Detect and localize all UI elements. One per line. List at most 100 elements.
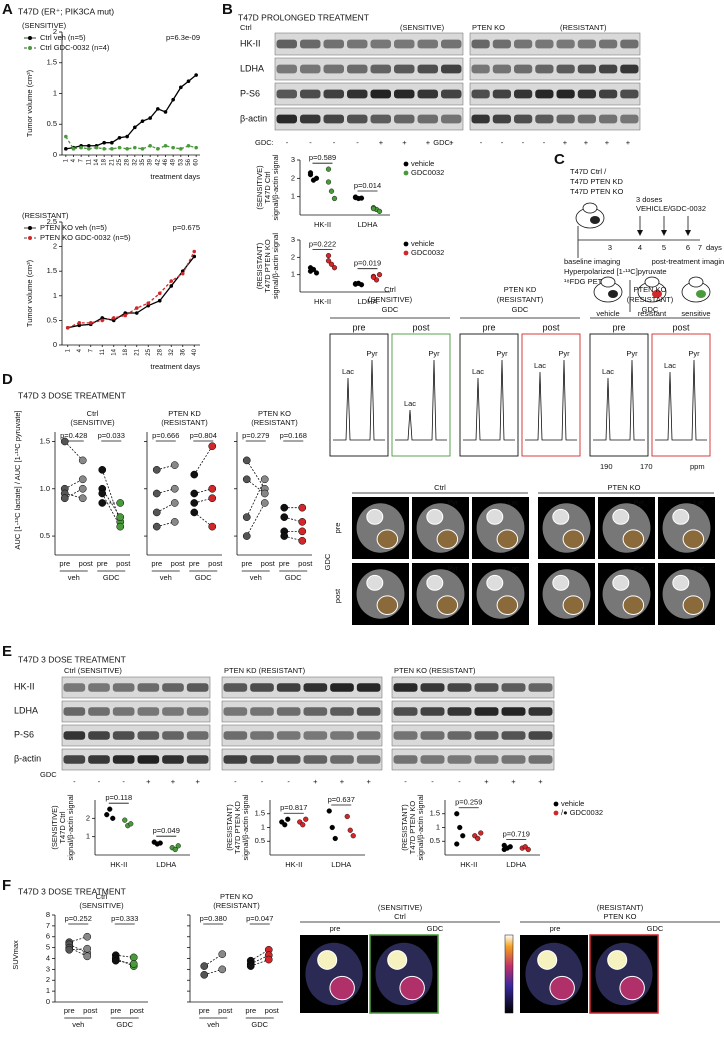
band xyxy=(514,89,533,99)
band xyxy=(447,731,472,740)
scan-tumor xyxy=(376,595,399,615)
spectrum xyxy=(525,359,577,441)
point xyxy=(157,298,162,303)
x-tick-label: LDHA xyxy=(357,297,377,306)
band xyxy=(223,683,248,692)
legend-label: vehicle xyxy=(411,159,434,168)
point xyxy=(163,110,168,114)
band xyxy=(599,89,618,99)
p-value: p=0.033 xyxy=(98,431,125,440)
band xyxy=(162,755,184,764)
spectrum-title: PTEN KD xyxy=(504,285,537,294)
point xyxy=(110,140,114,145)
spectrum-title: Ctrl xyxy=(384,285,396,294)
label: Hyperpolarized [1-¹³C]pyruvate xyxy=(564,267,667,276)
series-line xyxy=(65,74,197,150)
image-header: (SENSITIVE) xyxy=(378,903,423,912)
band xyxy=(276,89,297,99)
point xyxy=(478,830,484,836)
x-tick-label: 11 xyxy=(100,348,106,355)
y-tick-label: 1 xyxy=(261,822,265,831)
band xyxy=(420,707,445,716)
band xyxy=(528,755,553,764)
scan-tumor xyxy=(619,975,645,1001)
band xyxy=(347,89,368,99)
scan-tumor xyxy=(436,595,459,615)
point xyxy=(117,145,122,150)
band xyxy=(330,755,354,764)
point xyxy=(88,321,93,325)
band xyxy=(300,39,321,49)
point xyxy=(65,945,74,954)
legend-dot xyxy=(403,241,409,247)
point xyxy=(328,188,335,194)
plot-title: PTEN KO xyxy=(220,892,253,901)
band xyxy=(112,755,135,764)
band xyxy=(471,89,490,99)
point xyxy=(134,311,139,315)
band xyxy=(577,64,596,74)
point xyxy=(111,318,116,323)
point xyxy=(313,270,320,276)
point xyxy=(200,962,209,970)
peak-label: Lac xyxy=(404,399,416,408)
image-label: GDC xyxy=(427,924,444,933)
sign: - xyxy=(122,777,125,786)
y-label: T47D Ctrl xyxy=(263,171,272,203)
y-label: (SENSITIVE) xyxy=(50,805,59,850)
y-label: Tumor volume (cm³) xyxy=(25,69,34,137)
y-tick-label: 1.0 xyxy=(40,484,50,493)
legend-dot xyxy=(403,170,409,176)
x-tick-label: 18 xyxy=(123,348,129,355)
pair-line xyxy=(101,493,121,527)
sign: - xyxy=(333,138,336,147)
band xyxy=(417,64,438,74)
legend-label: PTEN KO veh (n=5) xyxy=(40,223,107,232)
blot-header: Ctrl xyxy=(240,23,252,32)
point xyxy=(325,253,332,259)
band xyxy=(250,755,274,764)
point xyxy=(172,846,178,853)
scan-tumor xyxy=(329,975,355,1001)
pair-line xyxy=(101,469,121,523)
y-tick-label: 2 xyxy=(291,173,295,182)
band xyxy=(137,707,160,716)
band xyxy=(535,64,554,74)
band xyxy=(276,755,301,764)
point xyxy=(117,135,122,140)
p-value: p=0.380 xyxy=(200,914,227,923)
sign: - xyxy=(234,777,237,786)
scan-tumor xyxy=(496,595,519,615)
spectrum-label: post xyxy=(412,322,430,332)
band xyxy=(492,64,511,74)
scan-organ xyxy=(552,574,570,591)
x-tick-label: HK-II xyxy=(110,860,127,869)
y-tick-label: 0 xyxy=(46,997,50,1006)
point xyxy=(156,107,160,111)
sign: + xyxy=(402,138,407,147)
point xyxy=(370,205,377,212)
x-tick-label: LDHA xyxy=(156,860,176,869)
image-label: Pyr xyxy=(448,500,459,507)
x-tick-label: post xyxy=(171,559,186,568)
band xyxy=(186,731,209,740)
peak-label: Pyr xyxy=(688,349,700,358)
point xyxy=(190,470,199,479)
point xyxy=(87,147,91,151)
point xyxy=(83,944,92,953)
point xyxy=(303,816,309,822)
point xyxy=(107,806,113,812)
y-tick-label: 1 xyxy=(53,291,57,300)
x-tick-label: 4 xyxy=(77,348,83,352)
spectrum-label: pre xyxy=(352,322,365,332)
x-tick-label: 7 xyxy=(88,348,94,352)
band xyxy=(417,39,438,49)
sign: + xyxy=(605,138,610,147)
point xyxy=(122,817,128,823)
point xyxy=(146,301,151,305)
y-label: T47D PTEN KO xyxy=(263,239,272,293)
x-tick-label: pre xyxy=(279,559,290,568)
band xyxy=(250,707,274,716)
point xyxy=(110,815,116,821)
sign: - xyxy=(501,138,504,147)
